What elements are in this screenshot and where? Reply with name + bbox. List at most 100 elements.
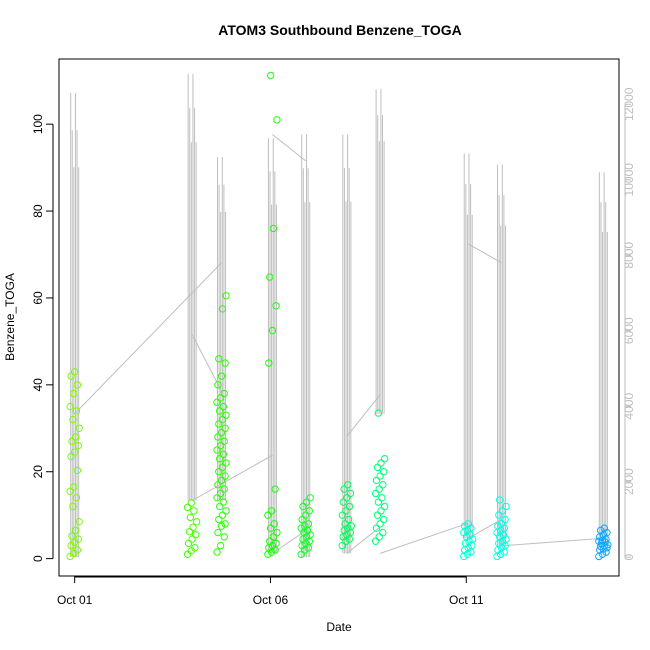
data-point (502, 502, 510, 511)
y2-tick-label: 8000 (622, 242, 636, 269)
data-point (373, 511, 382, 519)
y-tick-label: 60 (31, 291, 45, 305)
data-point (302, 511, 310, 519)
data-point (273, 116, 281, 124)
data-point (184, 539, 193, 548)
data-point (345, 502, 354, 511)
data-point (215, 515, 223, 524)
data-point (68, 437, 76, 446)
data-point (373, 463, 382, 472)
data-point (270, 520, 278, 528)
data-point (214, 433, 222, 441)
data-point (74, 535, 82, 543)
data-point (495, 511, 503, 519)
data-point (213, 446, 221, 454)
data-point (375, 485, 383, 493)
data-point (71, 526, 80, 535)
data-point (216, 394, 225, 402)
data-point (266, 524, 275, 532)
data-point (216, 454, 224, 463)
data-point (217, 476, 226, 485)
data-point (187, 499, 195, 507)
data-point (217, 522, 226, 530)
data-point (70, 483, 78, 491)
data-point (347, 522, 356, 530)
x-tick-label: Oct 06 (253, 593, 289, 607)
data-point (72, 494, 81, 502)
data-point (298, 515, 306, 524)
data-point (75, 424, 83, 432)
data-point (343, 494, 351, 502)
data-point (378, 494, 386, 502)
y-tick-label: 0 (31, 555, 45, 562)
data-point (265, 359, 273, 367)
data-point (304, 520, 313, 528)
data-point (268, 326, 277, 335)
data-point (376, 520, 384, 528)
data-point (70, 368, 79, 376)
y2-tick-label: 10000 (622, 163, 636, 197)
data-point (297, 550, 305, 558)
secondary-connector (467, 518, 502, 539)
data-point (216, 541, 225, 550)
data-point (217, 428, 226, 437)
data-point (371, 489, 380, 498)
data-point (70, 389, 78, 398)
data-point (498, 507, 507, 515)
y-tick-label: 80 (31, 204, 45, 218)
data-point (74, 441, 82, 450)
plot-frame (58, 58, 620, 577)
data-point (306, 494, 314, 502)
data-point (222, 507, 230, 515)
data-point (214, 381, 222, 389)
data-point (596, 526, 605, 535)
data-point (376, 472, 384, 480)
data-point (67, 372, 75, 380)
data-point (302, 498, 311, 506)
data-point (68, 532, 76, 540)
y-tick-label: 40 (31, 378, 45, 392)
data-point (221, 472, 229, 480)
data-point (71, 433, 80, 441)
data-point (341, 520, 349, 528)
data-point (266, 273, 274, 281)
secondary-connector (191, 454, 273, 501)
right-axis: 0 2000 4000 6000 8000 10000 12000 (622, 87, 636, 560)
data-point (214, 481, 222, 489)
data-point (460, 522, 469, 530)
data-point (216, 441, 225, 450)
data-point (73, 466, 82, 475)
data-point (192, 531, 200, 539)
secondary-connector (346, 394, 381, 437)
data-point (73, 546, 82, 554)
data-point (264, 511, 272, 519)
data-point (297, 524, 305, 532)
data-point (342, 507, 350, 515)
data-point (464, 520, 472, 528)
data-point (214, 528, 222, 537)
data-point (267, 507, 276, 515)
data-point (379, 481, 387, 489)
data-point (218, 415, 227, 424)
secondary-connector (467, 243, 502, 264)
secondary-connector (501, 537, 604, 547)
data-point (220, 389, 228, 398)
y2-tick-label: 6000 (622, 317, 636, 344)
data-point (216, 407, 224, 415)
data-point (216, 489, 225, 498)
data-point (215, 355, 223, 363)
data-point (220, 437, 228, 446)
data-point (218, 463, 227, 472)
data-point (189, 523, 197, 532)
data-point (221, 359, 229, 367)
data-point (186, 513, 195, 522)
chart-title: ATOM3 Southbound Benzene_TOGA (218, 22, 461, 38)
data-point (222, 459, 230, 467)
data-point (266, 71, 275, 80)
data-point (191, 544, 199, 552)
data-point (183, 550, 192, 558)
data-point (497, 520, 506, 528)
data-point (372, 476, 381, 485)
data-point (496, 496, 504, 504)
data-point (371, 537, 380, 545)
